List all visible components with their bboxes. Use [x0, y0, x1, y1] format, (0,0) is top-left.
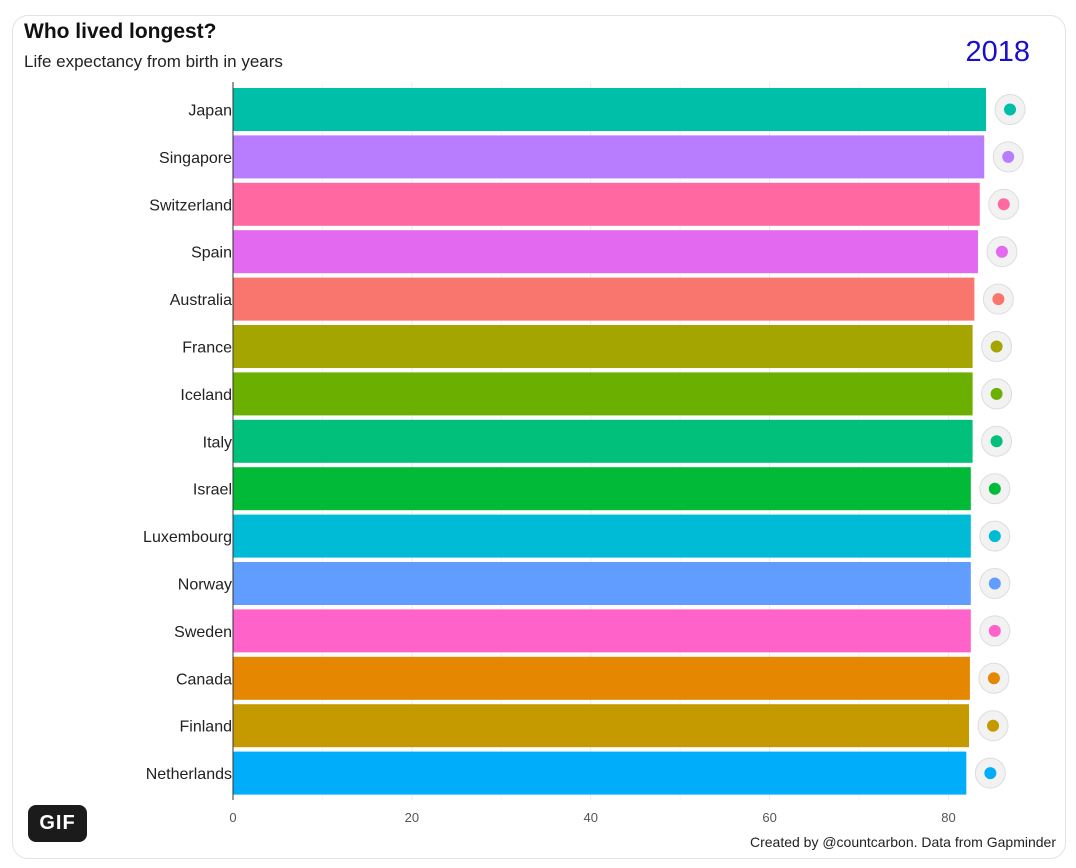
bar	[233, 562, 971, 605]
x-tick-label: 20	[405, 810, 419, 825]
category-label: Israel	[193, 482, 232, 499]
x-tick-label: 0	[229, 810, 236, 825]
bar	[233, 751, 967, 795]
category-label: Italy	[203, 434, 232, 451]
category-label: Iceland	[180, 387, 232, 404]
category-label: Switzerland	[149, 197, 232, 214]
category-label: Finland	[180, 719, 232, 736]
chart-title: Who lived longest?	[24, 20, 217, 43]
flag-sweden-icon	[979, 615, 1011, 647]
bar	[233, 88, 987, 131]
category-label: France	[182, 340, 232, 357]
flag-japan-icon	[994, 94, 1026, 125]
category-label: Australia	[170, 292, 232, 309]
category-label: Norway	[178, 577, 232, 594]
category-label: Spain	[191, 245, 232, 262]
chart-subtitle: Life expectancy from birth in years	[24, 52, 283, 71]
gif-badge[interactable]: GIF	[28, 805, 87, 842]
bar	[233, 372, 973, 416]
category-label: Singapore	[159, 150, 232, 167]
category-label: Netherlands	[146, 766, 232, 783]
bar	[233, 704, 970, 748]
flag-australia-icon	[982, 283, 1014, 315]
flag-canada-icon	[978, 662, 1010, 694]
category-label: Canada	[176, 671, 232, 688]
credit-text: Created by @countcarbon. Data from Gapmi…	[749, 834, 1056, 850]
category-label: Japan	[188, 103, 232, 120]
bar	[233, 182, 980, 226]
bar	[233, 230, 978, 274]
flag-france-icon	[981, 331, 1013, 362]
bar	[233, 609, 971, 653]
flag-norway-icon	[979, 568, 1011, 599]
bar	[233, 467, 971, 511]
year-label: 2018	[965, 36, 1030, 68]
bar	[233, 419, 973, 463]
flag-netherlands-icon	[974, 757, 1006, 789]
bar	[233, 135, 985, 179]
category-label: Luxembourg	[143, 529, 232, 546]
category-label: Sweden	[174, 624, 232, 641]
bar	[233, 277, 975, 321]
x-tick-label: 40	[583, 810, 597, 825]
flag-singapore-icon	[992, 141, 1024, 173]
bar	[233, 325, 973, 368]
flag-luxembourg-icon	[979, 520, 1011, 552]
x-tick-label: 60	[762, 810, 776, 825]
flag-finland-icon	[977, 710, 1009, 742]
flag-italy-icon	[981, 425, 1013, 457]
flag-israel-icon	[979, 473, 1011, 505]
x-tick-label: 80	[941, 810, 955, 825]
flag-spain-icon	[986, 236, 1018, 268]
flag-switzerland-icon	[988, 188, 1020, 220]
bar	[233, 656, 970, 700]
flag-iceland-icon	[981, 378, 1013, 410]
bar	[233, 514, 971, 558]
